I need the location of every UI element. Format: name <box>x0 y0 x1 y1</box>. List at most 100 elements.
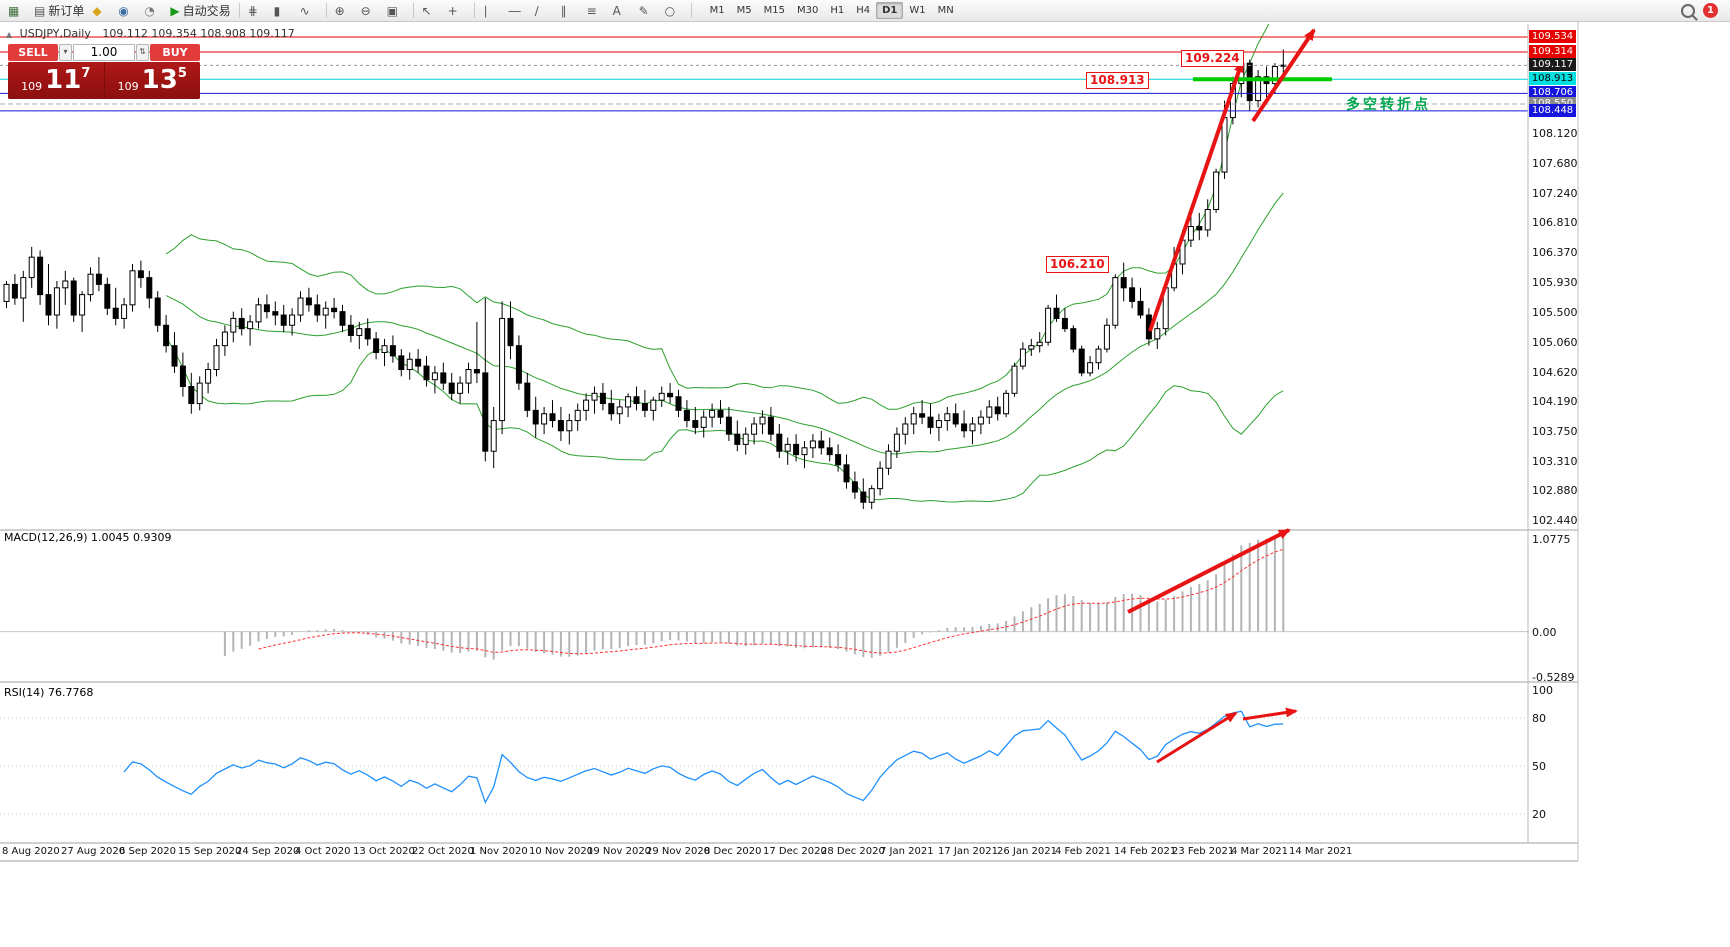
favorites-icon[interactable]: ◆ <box>88 1 114 21</box>
date-label: 4 Mar 2021 <box>1231 846 1289 857</box>
autotrading-button[interactable]: ▶ 自动交易 <box>166 1 234 21</box>
price-scale-label: 108.120 <box>1532 127 1578 140</box>
bid-price-button[interactable]: 109 11 7 <box>8 62 104 99</box>
toolbar-buttons: ▦ ▤ 新订单 ◆ ◉ ◔ ▶ 自动交易 ⋕ ▮ ∿ ⊕ ⊖ ▣ ↖ + ∣ ― ∕ ∥ ≡ A ✎ ○ <box>4 1 696 21</box>
bid-prefix: 109 <box>21 80 43 93</box>
price-tag: 109.117 <box>1529 58 1576 71</box>
favorites-icon: ◆ <box>92 3 102 18</box>
timeframe-button-h4[interactable]: H4 <box>856 5 871 16</box>
date-label: 24 Sep 2020 <box>236 846 300 857</box>
date-label: 28 Dec 2020 <box>821 846 885 857</box>
ask-main: 13 <box>141 65 178 95</box>
new-order-button[interactable]: ▤ 新订单 <box>30 1 88 21</box>
timeframe-button-w1[interactable]: W1 <box>909 5 926 16</box>
one-click-trading-panel: SELL ▾ 1.00 ⇅ BUY 109 11 7 109 13 5 <box>8 44 200 99</box>
trendline-icon[interactable]: ∕ <box>531 1 557 21</box>
price-tag: 108.913 <box>1529 72 1576 85</box>
trendline-icon: ∕ <box>534 3 539 18</box>
timeframe-button-d1[interactable]: D1 <box>876 2 904 19</box>
rsi-scale-label: 100 <box>1532 684 1553 697</box>
sell-options-dropdown[interactable]: ▾ <box>59 44 72 61</box>
toolbar-separator <box>412 3 414 18</box>
date-label: 1 Nov 2020 <box>470 846 528 857</box>
date-label: 17 Dec 2020 <box>763 846 827 857</box>
new-order-button: ▤ <box>34 3 46 18</box>
price-scale-label: 103.750 <box>1532 425 1578 438</box>
buy-button[interactable]: BUY <box>150 44 200 61</box>
toolbar-right: 1 <box>1681 3 1726 18</box>
pencil-icon[interactable]: ✎ <box>635 1 661 21</box>
vertical-line-icon[interactable]: ∣ <box>479 1 505 21</box>
ask-pip: 5 <box>177 66 187 81</box>
toolbar-separator <box>690 3 692 18</box>
search-icon[interactable] <box>1681 3 1695 18</box>
zoom-out-icon[interactable]: ⊖ <box>357 1 383 21</box>
crosshair-icon[interactable]: + <box>444 1 470 21</box>
lot-size-input[interactable]: 1.00 <box>73 44 135 61</box>
zoom-in-icon: ⊕ <box>334 3 345 18</box>
line-chart-icon[interactable]: ∿ <box>296 1 322 21</box>
ohlc-readout: 109.112 109.354 108.908 109.117 <box>102 27 295 40</box>
date-label: 4 Oct 2020 <box>295 846 351 857</box>
toolbar-separator <box>325 3 327 18</box>
rsi-scale-label: 80 <box>1532 712 1546 725</box>
chart-title: ▲ USDJPY,Daily 109.112 109.354 108.908 1… <box>6 27 295 40</box>
toolbar-separator <box>473 3 475 18</box>
timeframe-button-m15[interactable]: M15 <box>763 5 785 16</box>
price-scale-label: 107.240 <box>1532 187 1578 200</box>
date-label: 17 Jan 2021 <box>938 846 998 857</box>
trend-arrows[interactable] <box>1127 28 1316 764</box>
lot-stepper[interactable]: ⇅ <box>136 44 149 61</box>
bar-chart-icon[interactable]: ⋕ <box>244 1 270 21</box>
new-chart-icon[interactable]: ▦ <box>4 1 30 21</box>
bid-pip: 7 <box>81 66 91 81</box>
price-tag: 108.448 <box>1529 104 1576 117</box>
timeframe-button-m1[interactable]: M1 <box>709 5 725 16</box>
autotrading-button-label: 自动交易 <box>182 4 231 18</box>
price-annotation[interactable]: 109.224 <box>1181 50 1244 67</box>
bid-main: 11 <box>45 65 82 95</box>
date-label: 7 Jan 2021 <box>880 846 934 857</box>
ask-price-button[interactable]: 109 13 5 <box>104 62 200 99</box>
shapes-icon[interactable]: ○ <box>661 1 687 21</box>
ask-prefix: 109 <box>117 80 139 93</box>
macd-scale-label: 0.00 <box>1532 626 1557 639</box>
candlestick-chart-icon: ▮ <box>273 3 281 18</box>
price-annotation[interactable]: 106.210 <box>1046 256 1109 273</box>
cursor-icon[interactable]: ↖ <box>418 1 444 21</box>
timeframe-button-m30[interactable]: M30 <box>796 5 819 16</box>
price-annotation[interactable]: 108.913 <box>1086 72 1149 89</box>
new-order-button-label: 新订单 <box>48 4 85 18</box>
rsi-label: RSI(14) 76.7768 <box>4 686 94 699</box>
date-label: 6 Sep 2020 <box>119 846 177 857</box>
market-watch-icon[interactable]: ◉ <box>114 1 140 21</box>
help-icon[interactable]: ◔ <box>140 1 166 21</box>
candlestick-chart-icon[interactable]: ▮ <box>270 1 296 21</box>
date-label: 26 Jan 2021 <box>997 846 1057 857</box>
macd-scale-label: 1.0775 <box>1532 533 1571 546</box>
fibonacci-icon: ≡ <box>586 3 597 18</box>
date-label: 19 Nov 2020 <box>587 846 652 857</box>
horizontal-line-icon: ― <box>508 3 521 18</box>
macd-scale-label: -0.5289 <box>1532 671 1575 684</box>
timeframe-button-h1[interactable]: H1 <box>830 5 845 16</box>
notification-badge[interactable]: 1 <box>1703 3 1718 18</box>
turning-point-label[interactable]: 多空转折点 <box>1346 97 1431 113</box>
vertical-line-icon: ∣ <box>482 3 489 18</box>
date-label: 4 Feb 2021 <box>1055 846 1111 857</box>
sell-button[interactable]: SELL <box>8 44 58 61</box>
text-icon[interactable]: A <box>609 1 635 21</box>
oneclick-toggle-icon[interactable]: ▲ <box>6 30 13 39</box>
rsi-indicator <box>123 710 1284 805</box>
horizontal-line-icon[interactable]: ― <box>505 1 531 21</box>
price-scale-label: 106.810 <box>1532 216 1578 229</box>
timeframe-button-mn[interactable]: MN <box>937 5 954 16</box>
fibonacci-icon[interactable]: ≡ <box>583 1 609 21</box>
macd-label: MACD(12,26,9) 1.0045 0.9309 <box>4 531 172 544</box>
timeframe-button-m5[interactable]: M5 <box>736 5 752 16</box>
zoom-in-icon[interactable]: ⊕ <box>331 1 357 21</box>
channel-icon[interactable]: ∥ <box>557 1 583 21</box>
tile-windows-icon[interactable]: ▣ <box>383 1 409 21</box>
price-scale-label: 105.500 <box>1532 306 1578 319</box>
